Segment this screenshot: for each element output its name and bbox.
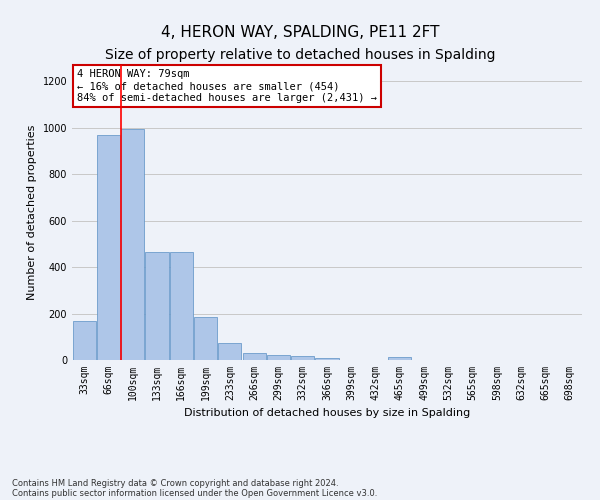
X-axis label: Distribution of detached houses by size in Spalding: Distribution of detached houses by size … — [184, 408, 470, 418]
Bar — [388, 357, 412, 360]
Bar — [97, 134, 120, 360]
Bar — [218, 342, 241, 360]
Bar — [170, 252, 193, 360]
Bar — [316, 358, 338, 360]
Bar — [145, 252, 169, 360]
Text: Size of property relative to detached houses in Spalding: Size of property relative to detached ho… — [105, 48, 495, 62]
Bar — [242, 353, 266, 360]
Bar — [194, 317, 217, 360]
Y-axis label: Number of detached properties: Number of detached properties — [27, 125, 37, 300]
Bar — [267, 355, 290, 360]
Bar — [73, 320, 95, 360]
Text: 4, HERON WAY, SPALDING, PE11 2FT: 4, HERON WAY, SPALDING, PE11 2FT — [161, 25, 439, 40]
Bar — [121, 129, 144, 360]
Bar — [291, 356, 314, 360]
Text: 4 HERON WAY: 79sqm
← 16% of detached houses are smaller (454)
84% of semi-detach: 4 HERON WAY: 79sqm ← 16% of detached hou… — [77, 70, 377, 102]
Text: Contains HM Land Registry data © Crown copyright and database right 2024.: Contains HM Land Registry data © Crown c… — [12, 478, 338, 488]
Text: Contains public sector information licensed under the Open Government Licence v3: Contains public sector information licen… — [12, 488, 377, 498]
